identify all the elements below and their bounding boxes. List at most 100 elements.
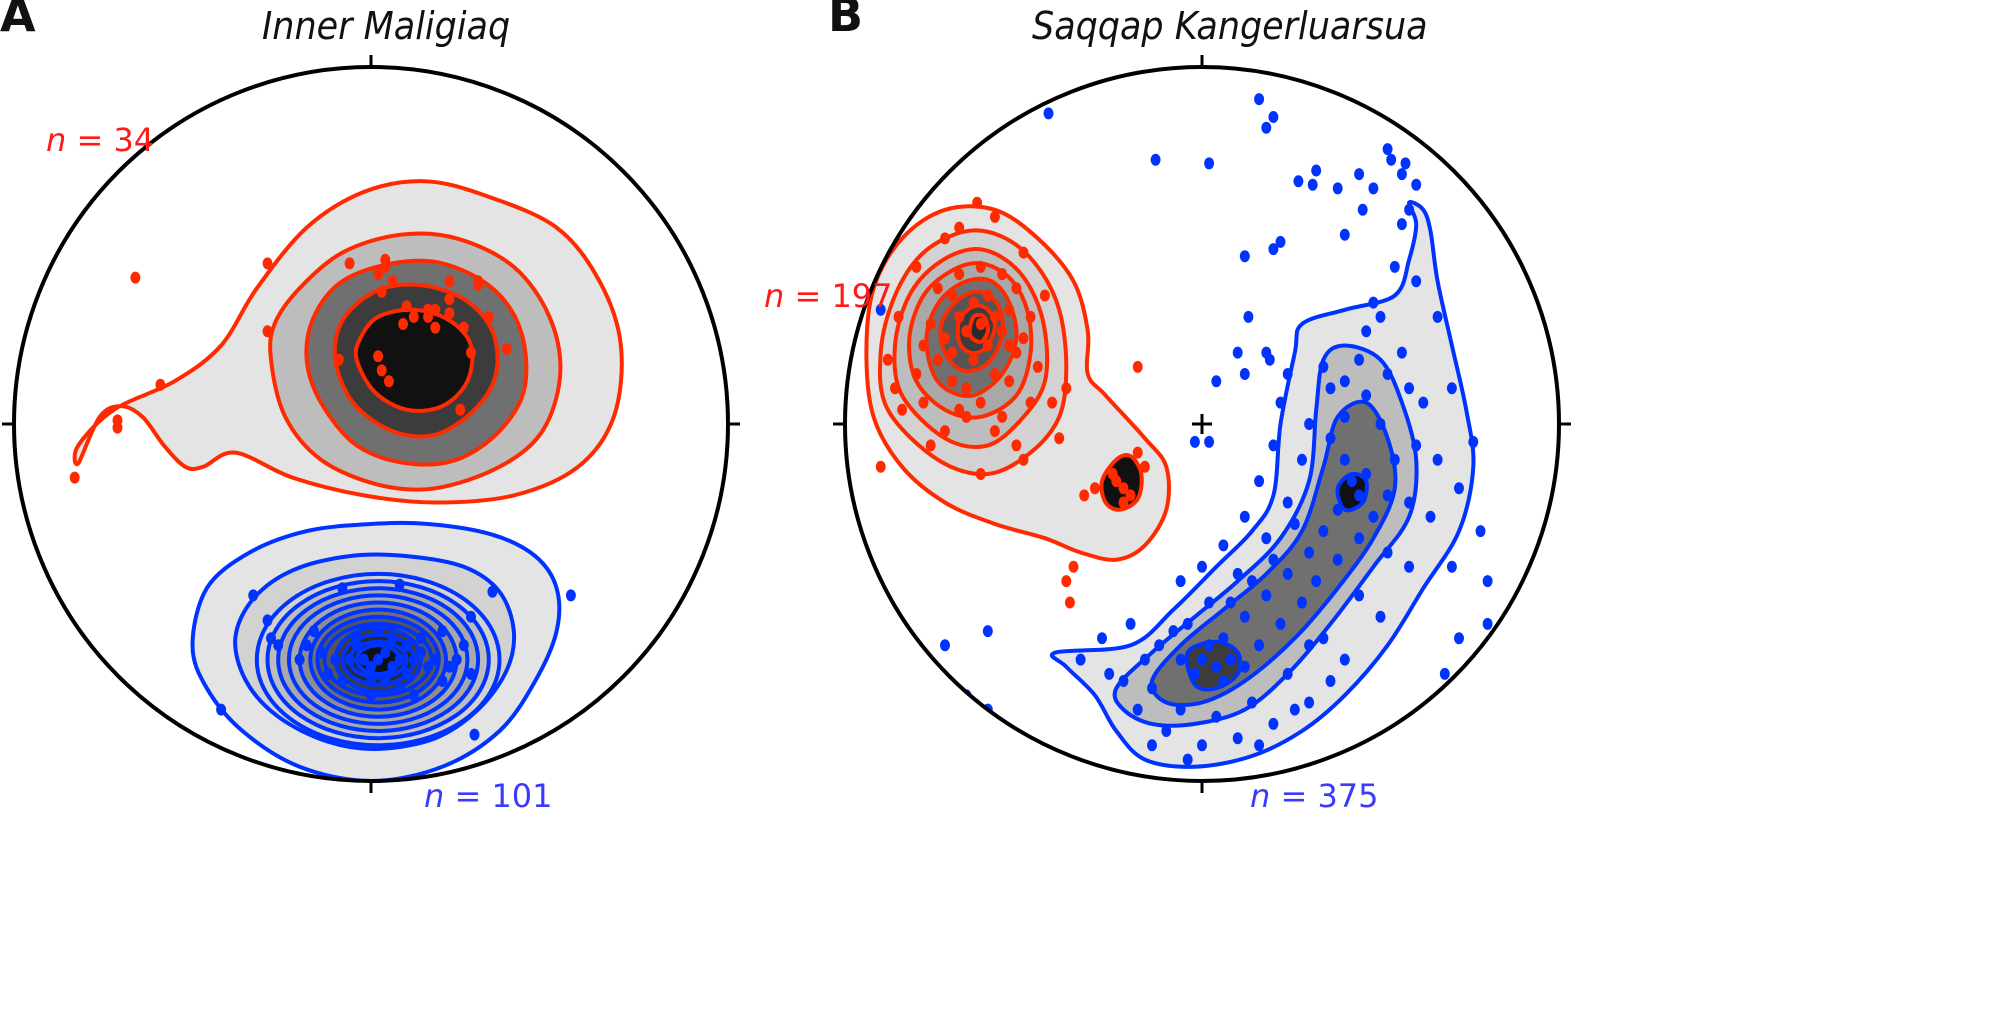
blue-pole-point: [394, 578, 405, 591]
blue-pole-point: [1182, 753, 1193, 766]
blue-pole-point: [1332, 553, 1343, 566]
blue-pole-point: [469, 728, 480, 741]
red-pole-point: [1018, 332, 1029, 345]
red-pole-point: [1047, 396, 1058, 409]
blue-pole-points: [216, 578, 576, 741]
blue-pole-point: [458, 639, 469, 652]
red-pole-point: [1004, 303, 1015, 316]
blue-pole-point: [273, 639, 284, 652]
red-pole-point: [918, 396, 929, 409]
blue-pole-point: [1354, 353, 1365, 366]
red-pole-point: [968, 353, 979, 366]
blue-pole-point: [1275, 396, 1286, 409]
blue-pole-point: [875, 303, 886, 316]
blue-pole-point: [1375, 310, 1386, 323]
red-count-label-b: n = 197: [764, 280, 893, 312]
blue-pole-point: [1389, 260, 1400, 273]
red-pole-point: [1054, 432, 1065, 445]
blue-pole-point: [1189, 435, 1200, 448]
blue-pole-point: [1247, 696, 1257, 709]
blue-pole-point: [1318, 632, 1329, 645]
blue-pole-point: [1396, 346, 1407, 359]
blue-pole-point: [487, 585, 498, 598]
red-pole-point: [947, 375, 958, 388]
blue-pole-point: [1239, 250, 1250, 263]
blue-pole-point: [1204, 596, 1215, 609]
blue-pole-point: [1254, 475, 1265, 488]
blue-pole-point: [1482, 575, 1493, 588]
red-pole-point: [1118, 496, 1129, 509]
blue-pole-point: [1254, 739, 1265, 752]
red-pole-point: [1061, 575, 1072, 588]
blue-pole-point: [1097, 632, 1107, 645]
n-symbol: n: [764, 277, 785, 315]
red-pole-point: [975, 260, 986, 273]
red-pole-point: [1132, 446, 1143, 459]
blue-density-contours: [190, 520, 562, 781]
blue-pole-point: [1043, 107, 1054, 120]
blue-pole-point: [982, 625, 993, 638]
red-pole-point: [455, 403, 466, 416]
blue-pole-point: [1454, 482, 1464, 495]
blue-pole-point: [1261, 589, 1272, 602]
red-pole-point: [1018, 453, 1029, 466]
red-pole-point: [925, 439, 936, 452]
stereonet-content: [69, 179, 624, 781]
blue-pole-point: [1161, 725, 1172, 737]
blue-pole-point: [1154, 639, 1165, 652]
red-pole-point: [401, 300, 412, 313]
red-pole-point: [1068, 560, 1079, 573]
blue-pole-point: [1311, 575, 1322, 588]
red-pole-point: [989, 310, 1000, 323]
blue-pole-point: [1396, 168, 1407, 181]
blue-pole-point: [387, 660, 398, 673]
blue-pole-point: [1282, 496, 1293, 509]
blue-pole-point: [1386, 153, 1397, 166]
blue-pole-point: [1489, 660, 1500, 673]
blue-pole-point: [366, 660, 376, 673]
red-pole-point: [383, 375, 394, 388]
blue-pole-point: [1218, 632, 1229, 645]
panel-title-b: Saqqap Kangerluarsua: [1032, 4, 1428, 48]
blue-pole-point: [330, 653, 341, 666]
blue-pole-point: [1339, 228, 1350, 241]
red-pole-point: [997, 268, 1008, 281]
red-pole-point: [1125, 489, 1136, 502]
blue-pole-point: [1418, 396, 1429, 409]
blue-pole-point: [1218, 539, 1229, 552]
blue-pole-point: [1225, 596, 1236, 609]
red-density-contours: [72, 179, 624, 505]
blue-pole-point: [1132, 703, 1143, 716]
blue-pole-point: [1125, 617, 1136, 630]
red-pole-point: [1032, 360, 1043, 373]
blue-pole-point: [1254, 639, 1265, 652]
blue-pole-point: [401, 639, 412, 652]
red-pole-point: [1004, 375, 1015, 388]
blue-pole-point: [1282, 567, 1293, 580]
blue-pole-point: [1339, 375, 1350, 388]
blue-pole-point: [1239, 510, 1250, 523]
n-symbol: n: [1250, 777, 1271, 815]
blue-pole-point: [337, 675, 348, 687]
blue-pole-point: [1218, 675, 1229, 687]
blue-pole-point: [323, 667, 334, 680]
blue-pole-point: [1375, 610, 1386, 623]
red-pole-point: [961, 410, 972, 423]
blue-pole-point: [1404, 496, 1415, 509]
blue-pole-point: [1204, 639, 1215, 652]
blue-pole-point: [401, 667, 412, 680]
blue-pole-point: [1382, 143, 1393, 156]
panel-label-a: A: [0, 0, 36, 42]
blue-pole-point: [416, 632, 426, 645]
blue-pole-point: [294, 653, 305, 666]
red-pole-point: [975, 318, 986, 330]
blue-pole-point: [1311, 164, 1322, 177]
blue-pole-point: [1211, 660, 1222, 673]
blue-pole-point: [366, 675, 376, 687]
red-pole-point: [430, 303, 441, 316]
blue-pole-point: [1261, 121, 1272, 134]
blue-pole-point: [1150, 153, 1161, 166]
red-pole-point: [1011, 439, 1022, 452]
blue-pole-point: [1339, 653, 1350, 666]
red-pole-point: [1064, 596, 1075, 609]
